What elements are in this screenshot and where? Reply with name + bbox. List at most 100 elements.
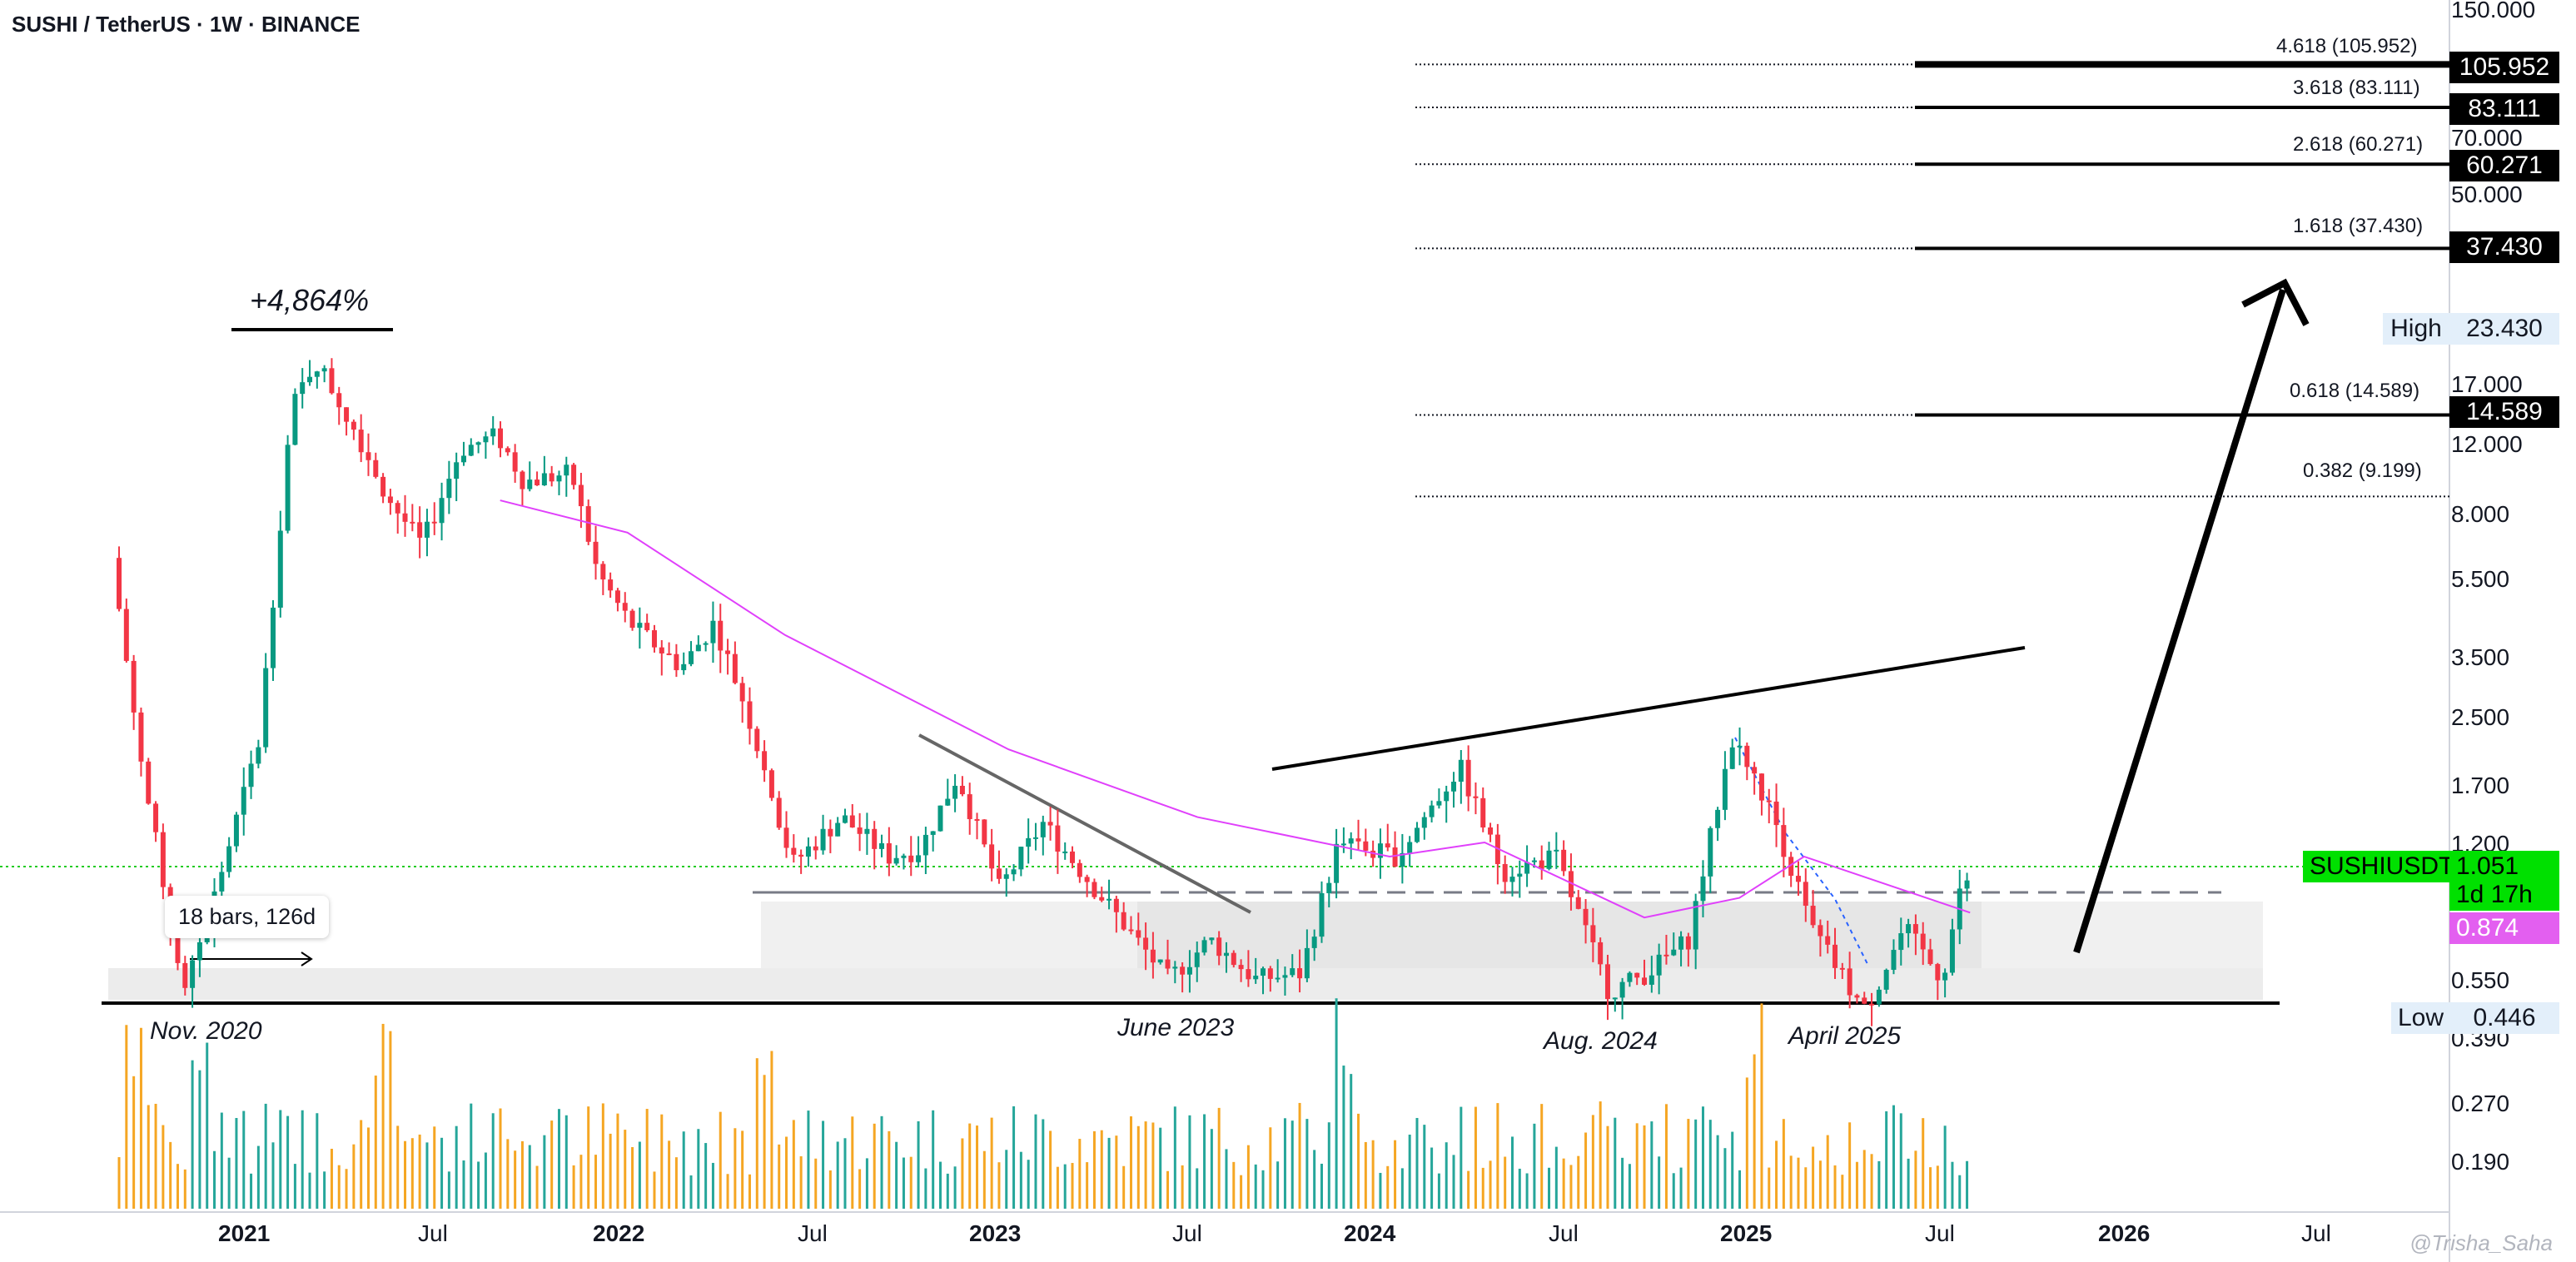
candle-body	[710, 620, 716, 643]
volume-bar	[843, 1138, 847, 1209]
candle-body	[776, 797, 782, 828]
volume-bar	[873, 1123, 876, 1209]
candle-body	[1113, 898, 1119, 912]
candle-body	[1671, 949, 1677, 956]
candle-body	[1883, 970, 1889, 990]
volume-bar	[1269, 1127, 1272, 1209]
volume-bar	[198, 1070, 201, 1209]
candle-body	[629, 610, 635, 629]
candle-body	[1165, 959, 1171, 969]
symbol-title[interactable]: SUSHI / TetherUS · 1W · BINANCE	[12, 12, 361, 37]
candle-body	[659, 647, 664, 653]
candle-body	[1136, 930, 1141, 938]
candle-body	[637, 623, 643, 629]
volume-bar	[653, 1171, 656, 1209]
descending-trendline	[918, 733, 1251, 914]
candle-body	[1781, 825, 1787, 857]
candle-body	[182, 962, 188, 988]
candle-body	[644, 623, 650, 631]
volume-bar	[1628, 1164, 1631, 1209]
volume-bar	[836, 1141, 839, 1209]
y-tick: 0.270	[2451, 1091, 2510, 1116]
volume-bar	[117, 1157, 121, 1209]
candle-body	[754, 728, 760, 752]
candle-body	[1421, 817, 1427, 828]
candle-body	[1788, 857, 1794, 877]
volume-bar	[1958, 1175, 1962, 1209]
volume-bar	[1445, 1142, 1448, 1209]
candle-body	[219, 872, 225, 892]
volume-bar	[616, 1113, 619, 1209]
candle-body	[1678, 936, 1684, 950]
volume-bar	[1452, 1155, 1455, 1209]
volume-bar	[352, 1144, 356, 1209]
volume-bar	[491, 1113, 495, 1209]
candle-body	[1201, 940, 1207, 953]
volume-bar	[1327, 1122, 1330, 1209]
candle-body	[1040, 822, 1046, 837]
volume-bar	[946, 1173, 949, 1209]
volume-bar	[514, 1150, 517, 1209]
candle-body	[703, 643, 709, 645]
volume-bar	[1768, 1167, 1771, 1209]
candle-body	[1752, 767, 1758, 774]
volume-bar	[1240, 1175, 1243, 1209]
volume-bar	[1173, 1106, 1176, 1209]
candle-body	[1282, 975, 1288, 978]
x-tick: 2026	[2098, 1220, 2151, 1246]
fib-tag-0618: 14.589	[2449, 396, 2559, 428]
candle-body	[1157, 959, 1163, 963]
volume-bar	[1877, 1160, 1881, 1209]
candle-body	[475, 442, 481, 445]
volume-bar	[822, 1120, 825, 1209]
candle-body	[468, 445, 474, 456]
candle-body	[549, 473, 554, 482]
volume-bar	[1225, 1149, 1228, 1209]
volume-bar	[213, 1150, 216, 1209]
volume-bar	[1650, 1121, 1654, 1209]
last-price-tag: 1.051	[2449, 851, 2559, 882]
candle-body	[1935, 964, 1941, 981]
volume-bar	[1151, 1122, 1155, 1209]
volume-bar	[1562, 1158, 1565, 1209]
candle-body	[541, 473, 547, 486]
volume-bar	[902, 1157, 905, 1209]
y-tick: 17.000	[2451, 371, 2523, 397]
candle-body	[1400, 852, 1405, 867]
candle-body	[1253, 976, 1259, 980]
volume-bar	[976, 1125, 979, 1209]
candle-body	[153, 803, 159, 832]
candle-body	[1546, 850, 1552, 869]
volume-bar	[763, 1075, 766, 1209]
volume-bar	[1701, 1106, 1704, 1209]
volume-bar	[734, 1128, 737, 1209]
annotation-april-2025: April 2025	[1788, 1022, 1902, 1050]
candle-body	[1429, 805, 1435, 817]
candle-body	[505, 448, 510, 453]
candle-body	[1370, 850, 1376, 858]
volume-bar	[1276, 1161, 1280, 1209]
volume-bar	[1400, 1168, 1404, 1209]
candle-body	[820, 828, 826, 851]
volume-bar	[345, 1169, 348, 1209]
volume-bar	[982, 1150, 986, 1209]
candle-body	[1619, 981, 1625, 998]
volume-bar	[418, 1134, 421, 1209]
volume-bar	[316, 1113, 319, 1209]
symbol-tag[interactable]: SUSHIUSDT	[2303, 851, 2454, 882]
volume-bar	[601, 1103, 604, 1209]
candle-body	[828, 828, 833, 837]
candle-body	[1121, 912, 1126, 930]
volume-bar	[1643, 1125, 1646, 1209]
volume-bar	[689, 1175, 693, 1209]
volume-bar	[1569, 1165, 1573, 1209]
volume-bar	[755, 1058, 758, 1209]
candle-body	[1458, 759, 1464, 783]
volume-bar	[1907, 1158, 1910, 1209]
volume-bar	[139, 1027, 142, 1209]
candle-body	[1436, 801, 1442, 806]
candle-body	[1077, 862, 1082, 877]
candle-body	[879, 842, 885, 849]
candle-body	[123, 609, 129, 661]
